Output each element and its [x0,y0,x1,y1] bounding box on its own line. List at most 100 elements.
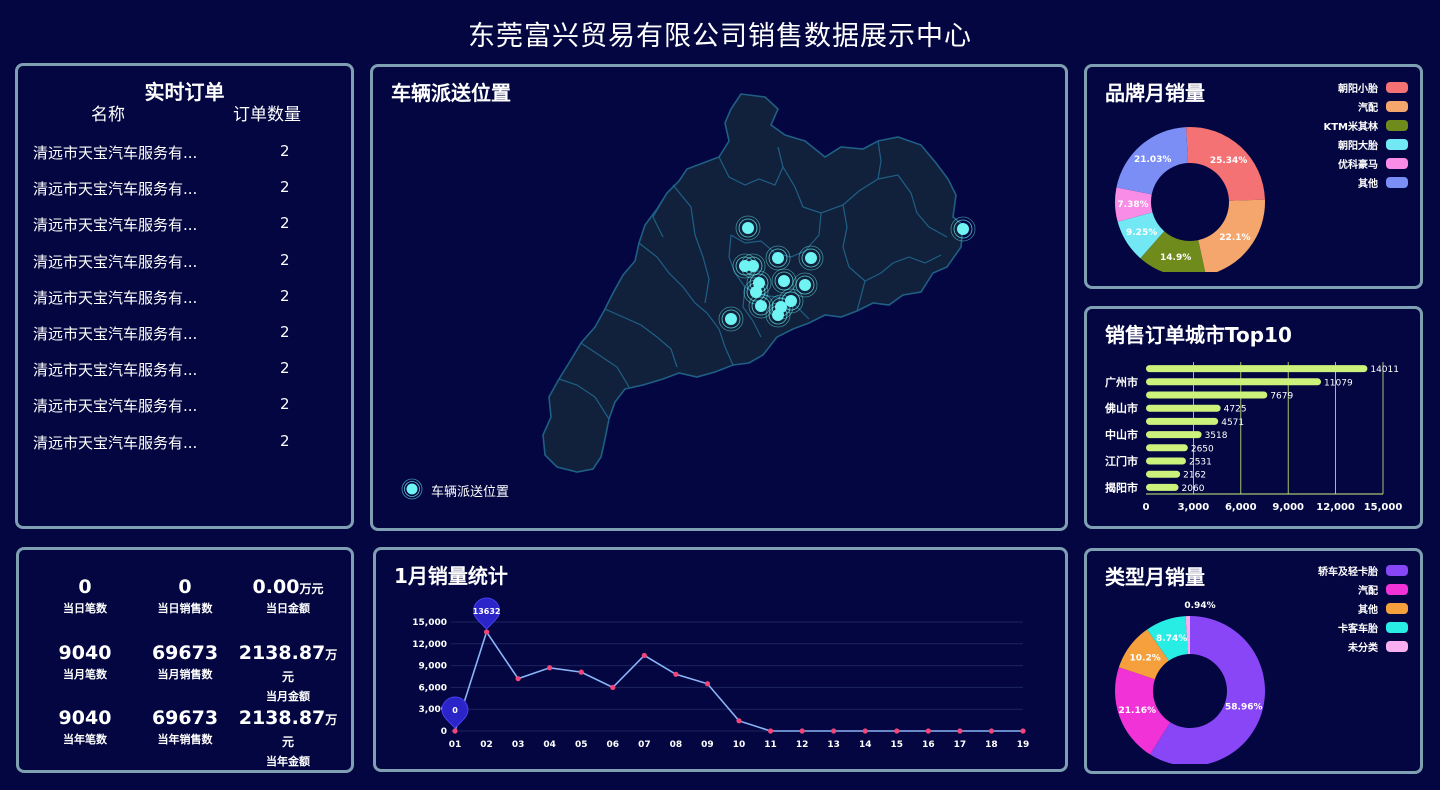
region-border [638,242,708,314]
legend-swatch [1386,641,1408,652]
x-tick-label: 04 [543,740,556,750]
data-point [894,728,900,734]
y-category-label: 中山市 [1105,428,1138,442]
x-tick-label: 03 [512,740,525,750]
bar [1146,470,1181,478]
stat-value: 9040 [30,642,140,664]
order-row[interactable]: 清远市天宝汽车服务有... 2 [33,142,343,178]
stat-number: 9040 [58,642,112,664]
order-count: 2 [280,214,290,233]
legend-item[interactable]: 轿车及轻卡胎 [1318,563,1408,582]
y-category-label: 揭阳市 [1105,480,1138,494]
dispatch-point [732,253,758,279]
city-title: 销售订单城市Top10 [1105,323,1292,347]
dispatch-point [765,302,791,328]
data-point [483,629,490,635]
legend-item[interactable]: 未分类 [1318,639,1408,658]
legend-label: 卡客车胎 [1338,624,1378,635]
map-legend-marker-icon [401,478,423,500]
x-tick-label: 05 [575,740,588,750]
data-point [799,728,805,734]
x-tick-label: 12 [796,740,809,750]
order-row[interactable]: 清远市天宝汽车服务有... 2 [33,432,343,468]
bar-value-label: 14011 [1370,365,1399,375]
region-border [706,312,734,366]
stat-number: 0 [178,576,192,598]
dispatch-map[interactable] [373,67,1065,528]
legend-label: 未分类 [1348,643,1378,654]
pie-value-label: 10.2% [1130,653,1161,663]
region-border [558,378,610,420]
stat-unit: 万元 [281,713,338,749]
dispatch-point [792,272,818,298]
order-count: 2 [280,359,290,378]
legend-item[interactable]: KTM米其林 [1323,118,1408,137]
legend-item[interactable]: 汽配 [1318,582,1408,601]
stat-label: 当年金额 [266,755,310,768]
stat-item: 0 当日笔数 [30,576,140,616]
marker-pin: 0 [441,696,469,729]
bar-value-label: 2531 [1189,458,1212,468]
order-row[interactable]: 清远市天宝汽车服务有... 2 [33,395,343,431]
data-point [452,728,458,734]
stat-item: 0.00万元 当日金额 [233,576,343,616]
stat-item: 9040 当年笔数 [30,707,140,747]
pie-slice [1185,616,1190,655]
legend-swatch [1386,139,1408,150]
stat-number: 2138.87 [238,707,326,729]
pie-value-label: 14.9% [1160,253,1191,263]
order-row[interactable]: 清远市天宝汽车服务有... 2 [33,323,343,359]
region-border [580,342,630,388]
dispatch-point [748,293,774,319]
legend-item[interactable]: 朝阳小胎 [1323,80,1408,99]
order-row[interactable]: 清远市天宝汽车服务有... 2 [33,214,343,250]
bar-value-label: 4725 [1224,405,1247,415]
marker-pin-shape [473,597,501,630]
brand-pie-chart: 25.34% 22.1% 14.9% 9.25% 7.38% 21.03% [1115,127,1265,272]
data-point [862,728,868,734]
order-row[interactable]: 清远市天宝汽车服务有... 2 [33,287,343,323]
bar [1146,404,1221,412]
data-point [831,728,837,734]
city-bar-chart: 0 3,000 6,000 9,000 12,000 15,000 14011 11079 广州… [1104,362,1402,513]
order-row[interactable]: 清远市天宝汽车服务有... 2 [33,178,343,214]
type-legend: 轿车及轻卡胎汽配其他卡客车胎未分类 [1318,563,1408,658]
legend-item[interactable]: 卡客车胎 [1318,620,1408,639]
order-name: 清远市天宝汽车服务有... [33,216,198,235]
bar-value-label: 7679 [1270,392,1293,402]
pie-slice [1116,127,1188,195]
legend-swatch [1386,158,1408,169]
orders-list: 清远市天宝汽车服务有... 2 清远市天宝汽车服务有... 2 清远市天宝汽车服务有..… [33,142,343,468]
legend-item[interactable]: 优科豪马 [1323,156,1408,175]
bar [1146,378,1322,386]
x-tick-label: 16 [922,740,935,750]
bar [1146,444,1188,452]
y-category-label: 佛山市 [1104,401,1138,415]
pie-value-label: 21.03% [1134,155,1172,165]
order-name: 清远市天宝汽车服务有... [33,324,198,343]
bar [1146,483,1179,491]
x-tick-label: 09 [701,740,714,750]
order-row[interactable]: 清远市天宝汽车服务有... 2 [33,251,343,287]
legend-label: 汽配 [1358,586,1378,597]
bar [1146,457,1186,465]
y-tick-label: 3,000 [419,705,447,715]
x-tick-label: 06 [607,740,620,750]
data-point [547,665,553,671]
stat-label: 当月金额 [266,690,310,703]
legend-label: 其他 [1358,605,1378,616]
map-points [718,215,976,332]
legend-item[interactable]: 汽配 [1323,99,1408,118]
legend-label: KTM米其林 [1323,122,1378,133]
legend-item[interactable]: 其他 [1318,601,1408,620]
page-title: 东莞富兴贸易有限公司销售数据展示中心 [468,21,972,52]
legend-item[interactable]: 其他 [1323,175,1408,194]
bar-value-label: 2060 [1182,484,1205,494]
stat-unit: 万元 [281,648,338,684]
region-border [856,280,866,312]
col-count-header: 订单数量 [233,105,301,125]
stat-item: 2138.87万元当年金额 [233,707,343,769]
legend-item[interactable]: 朝阳大胎 [1323,137,1408,156]
order-row[interactable]: 清远市天宝汽车服务有... 2 [33,359,343,395]
order-name: 清远市天宝汽车服务有... [33,288,198,307]
